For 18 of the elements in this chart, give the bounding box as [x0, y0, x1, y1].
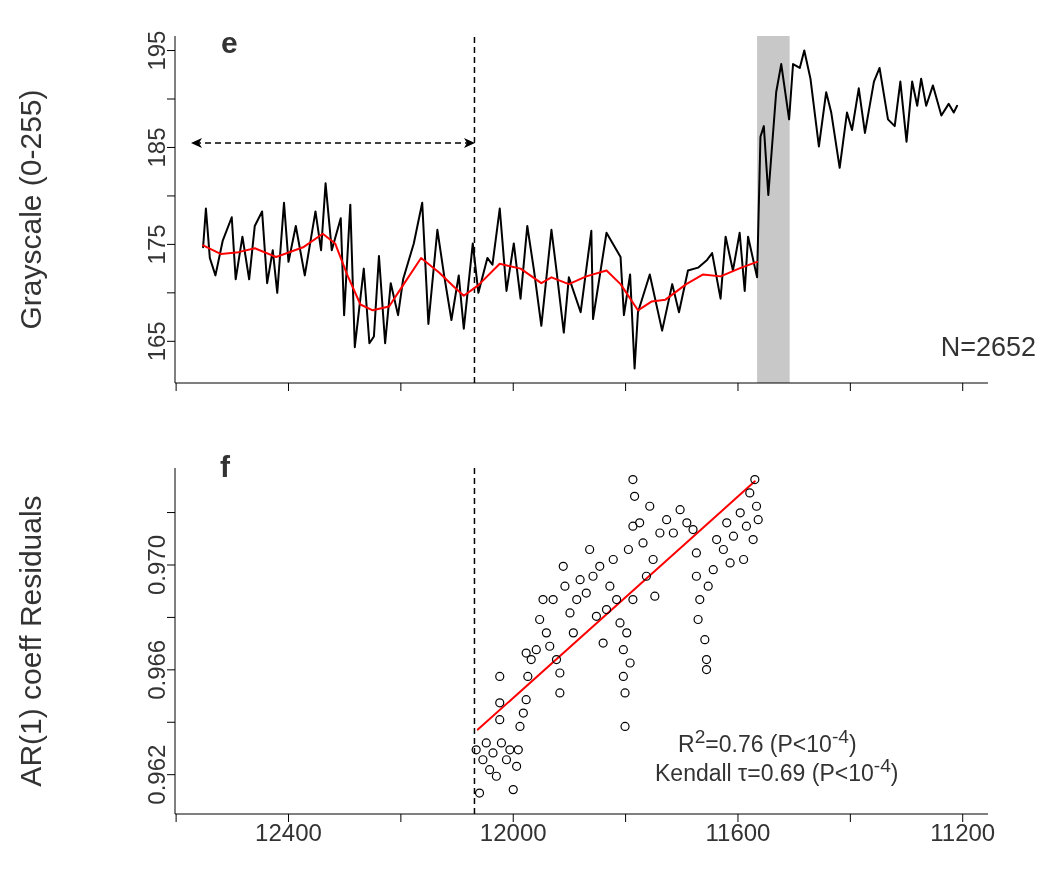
annotation: R$^{2}$=0.76 (P<10$^{-4}$)	[678, 726, 857, 757]
y-tick-label: 185	[143, 127, 170, 168]
x-tick-label: 12400	[255, 819, 322, 847]
y-axis-title: AR(1) coeff Residuals	[13, 495, 47, 787]
y-tick-label: 0.962	[143, 744, 170, 805]
annotation: N=2652	[940, 332, 1036, 363]
line-series	[202, 232, 759, 312]
y-tick-label: 165	[143, 321, 170, 362]
annotation: e	[221, 26, 238, 59]
x-tick-label: 11200	[930, 819, 996, 847]
y-tick-label: 195	[143, 30, 170, 71]
annotation: f	[220, 450, 230, 483]
x-tick-label: 11600	[705, 819, 771, 847]
y-tick-label: 0.966	[143, 639, 170, 700]
y-tick-label: 175	[143, 224, 170, 265]
x-tick-label: 12000	[479, 819, 547, 847]
y-axis-title: Grayscale (0-255)	[13, 89, 47, 330]
y-tick-label: 0.970	[143, 534, 170, 596]
